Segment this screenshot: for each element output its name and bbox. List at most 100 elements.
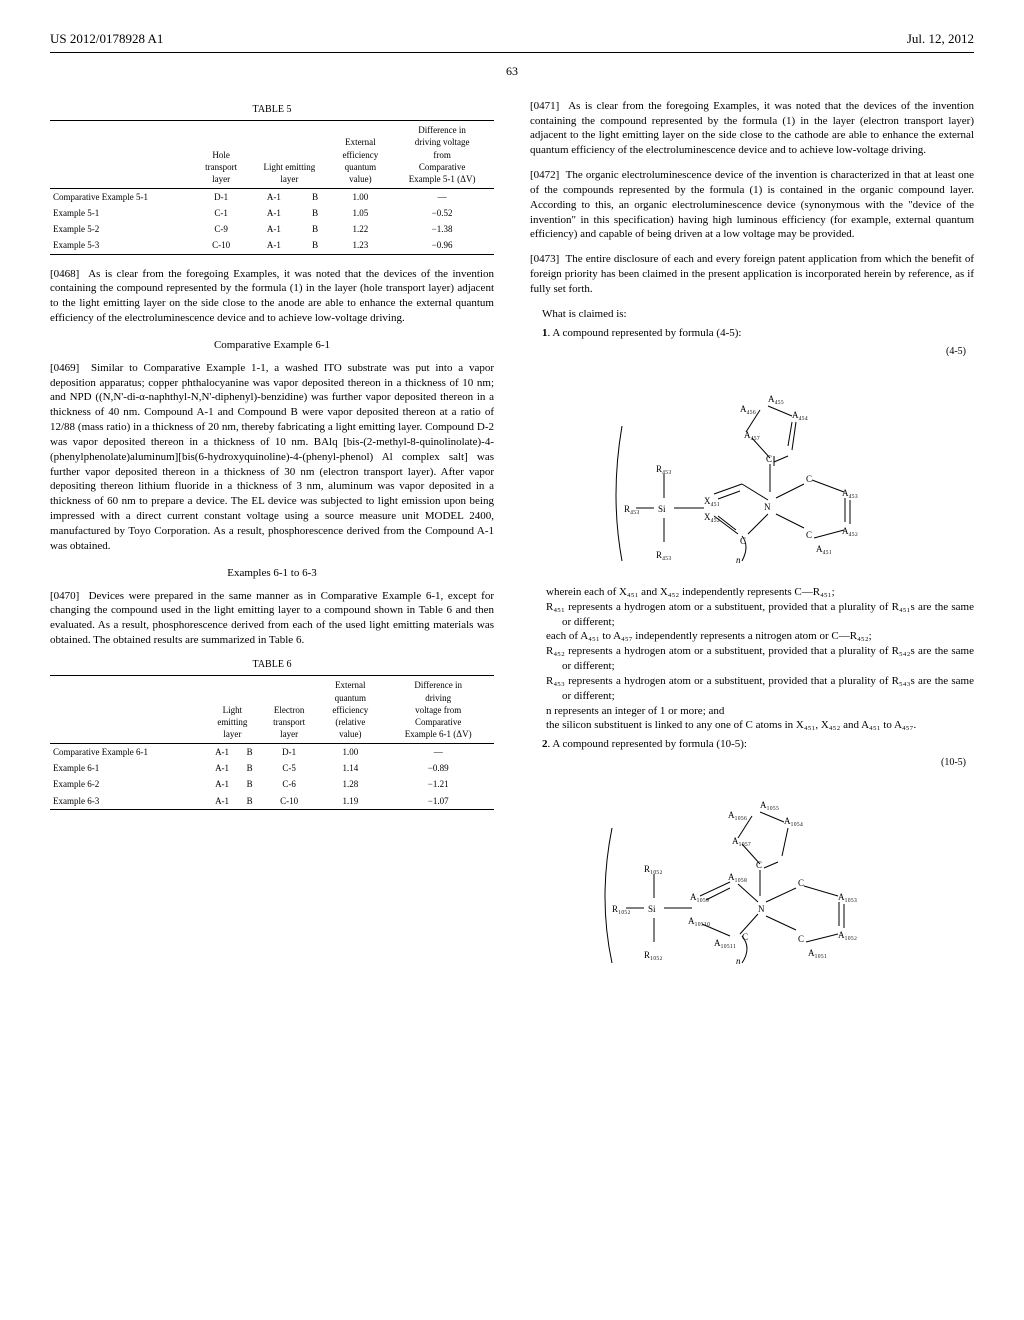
table-cell: B bbox=[239, 760, 260, 776]
claim-2: 2. A compound represented by formula (10… bbox=[530, 737, 974, 752]
para-0471: [0471] As is clear from the foregoing Ex… bbox=[530, 99, 974, 158]
svg-text:R₁₀₅₂: R₁₀₅₂ bbox=[612, 904, 631, 914]
formula-4-5: R₄₅₃ R₄₅₃ R₄₅₃ Si X₄₅₁ X₄₅₂ C N C C A₄₅₃… bbox=[530, 366, 974, 571]
table-cell: B bbox=[239, 744, 260, 761]
svg-text:A₄₅₇: A₄₅₇ bbox=[744, 430, 760, 440]
right-column: [0471] As is clear from the foregoing Ex… bbox=[530, 99, 974, 987]
table-cell: 1.00 bbox=[331, 188, 391, 205]
table-cell: A-1 bbox=[205, 776, 239, 792]
svg-text:C: C bbox=[806, 474, 812, 484]
claim-part: R₄₅₂ represents a hydrogen atom or a sub… bbox=[546, 644, 974, 674]
svg-text:A₁₀₅₇: A₁₀₅₇ bbox=[732, 836, 751, 846]
svg-text:n: n bbox=[736, 956, 741, 966]
svg-text:A₁₀₅₁₁: A₁₀₅₁₁ bbox=[714, 938, 736, 948]
svg-text:A₄₅₃: A₄₅₃ bbox=[842, 488, 858, 498]
table6-title: TABLE 6 bbox=[50, 658, 494, 672]
svg-text:X₄₅₁: X₄₅₁ bbox=[704, 496, 720, 506]
svg-text:C: C bbox=[806, 530, 812, 540]
t5-h4: Difference indriving voltagefromComparat… bbox=[390, 121, 494, 189]
svg-text:C: C bbox=[742, 932, 748, 942]
table-cell: −0.52 bbox=[390, 205, 494, 221]
table-cell: A-1 bbox=[248, 237, 299, 254]
table-cell: C-10 bbox=[194, 237, 248, 254]
svg-text:A₄₅₅: A₄₅₅ bbox=[768, 394, 784, 404]
svg-text:A₁₀₅₂: A₁₀₅₂ bbox=[838, 930, 857, 940]
heading-ex-6-1-3: Examples 6-1 to 6-3 bbox=[50, 566, 494, 581]
table-cell: 1.22 bbox=[331, 221, 391, 237]
svg-text:A₁₀₅₆: A₁₀₅₆ bbox=[728, 810, 747, 820]
header-rule bbox=[50, 52, 974, 53]
svg-text:Si: Si bbox=[648, 904, 656, 914]
para-0470: [0470] Devices were prepared in the same… bbox=[50, 589, 494, 648]
svg-text:A₁₀₅₃: A₁₀₅₃ bbox=[838, 892, 857, 902]
table-cell: −1.38 bbox=[390, 221, 494, 237]
svg-text:R₁₀₅₂: R₁₀₅₂ bbox=[644, 864, 663, 874]
table-cell: A-1 bbox=[205, 744, 239, 761]
formula-10-5-label: (10-5) bbox=[530, 756, 966, 770]
table-cell: Example 5-2 bbox=[50, 221, 194, 237]
t5-h1: Holetransportlayer bbox=[194, 121, 248, 189]
table-cell: −1.21 bbox=[382, 776, 494, 792]
table5: Holetransportlayer Light emittinglayer E… bbox=[50, 120, 494, 254]
claim-part: the silicon substituent is linked to any… bbox=[546, 718, 974, 733]
table5-title: TABLE 5 bbox=[50, 103, 494, 117]
table-cell: Example 6-3 bbox=[50, 793, 205, 810]
table-cell: D-1 bbox=[194, 188, 248, 205]
table-cell: 1.19 bbox=[318, 793, 382, 810]
patent-number: US 2012/0178928 A1 bbox=[50, 30, 163, 48]
table-cell: −0.96 bbox=[390, 237, 494, 254]
svg-text:A₄₅₁: A₄₅₁ bbox=[816, 544, 832, 554]
svg-text:A₄₅₆: A₄₅₆ bbox=[740, 404, 756, 414]
svg-text:C: C bbox=[798, 878, 804, 888]
table-cell: C-9 bbox=[194, 221, 248, 237]
svg-text:R₁₀₅₂: R₁₀₅₂ bbox=[644, 950, 663, 960]
svg-text:R₄₅₃: R₄₅₃ bbox=[656, 550, 671, 560]
heading-comp-6-1: Comparative Example 6-1 bbox=[50, 338, 494, 353]
claim1-wherein: wherein each of X₄₅₁ and X₄₅₂ independen… bbox=[546, 585, 974, 600]
table-cell: — bbox=[382, 744, 494, 761]
table-cell: 1.23 bbox=[331, 237, 391, 254]
table-cell: Example 5-1 bbox=[50, 205, 194, 221]
svg-text:R₄₅₃: R₄₅₃ bbox=[624, 504, 639, 514]
table-cell: Comparative Example 5-1 bbox=[50, 188, 194, 205]
svg-text:C: C bbox=[798, 934, 804, 944]
table-cell: C-10 bbox=[260, 793, 318, 810]
svg-text:Si: Si bbox=[658, 504, 666, 514]
svg-text:n: n bbox=[736, 555, 741, 565]
t6-h1: Lightemittinglayer bbox=[205, 676, 260, 744]
svg-text:C: C bbox=[740, 536, 746, 546]
table-cell: B bbox=[239, 776, 260, 792]
svg-text:A₁₀₅₅: A₁₀₅₅ bbox=[760, 800, 779, 810]
table-cell: B bbox=[239, 793, 260, 810]
para-0468: [0468] As is clear from the foregoing Ex… bbox=[50, 267, 494, 326]
table-cell: A-1 bbox=[205, 793, 239, 810]
para-0473: [0473] The entire disclosure of each and… bbox=[530, 252, 974, 297]
claim-part: n represents an integer of 1 or more; an… bbox=[546, 704, 974, 719]
table-cell: −1.07 bbox=[382, 793, 494, 810]
para-0472: [0472] The organic electroluminescence d… bbox=[530, 168, 974, 242]
left-column: TABLE 5 Holetransportlayer Light emittin… bbox=[50, 99, 494, 987]
t5-h2: Light emittinglayer bbox=[248, 121, 330, 189]
svg-text:A₄₅₂: A₄₅₂ bbox=[842, 526, 858, 536]
svg-text:C: C bbox=[756, 860, 762, 870]
table-cell: B bbox=[300, 237, 331, 254]
claim-part: R₄₅₃ represents a hydrogen atom or a sub… bbox=[546, 674, 974, 704]
table-cell: C-6 bbox=[260, 776, 318, 792]
svg-text:A₁₀₅₁: A₁₀₅₁ bbox=[808, 948, 827, 958]
claim-part: R₄₅₁ represents a hydrogen atom or a sub… bbox=[546, 600, 974, 630]
t5-h3: Externalefficiencyquantumvalue) bbox=[331, 121, 391, 189]
svg-text:A₁₀₅₄: A₁₀₅₄ bbox=[784, 816, 803, 826]
para-0469: [0469] Similar to Comparative Example 1-… bbox=[50, 361, 494, 554]
table-cell: A-1 bbox=[248, 188, 299, 205]
page-number: 63 bbox=[50, 63, 974, 79]
formula-10-5: R₁₀₅₂ R₁₀₅₂ R₁₀₅₂ Si A₁₀₅₉ A₁₀₅₁₀ A₁₀₅₁₁… bbox=[530, 778, 974, 973]
svg-text:A₁₀₅₈: A₁₀₅₈ bbox=[728, 872, 747, 882]
table-cell: Example 6-1 bbox=[50, 760, 205, 776]
table-cell: — bbox=[390, 188, 494, 205]
svg-text:N: N bbox=[764, 502, 771, 512]
table-cell: D-1 bbox=[260, 744, 318, 761]
table-cell: Example 6-2 bbox=[50, 776, 205, 792]
table-cell: B bbox=[300, 205, 331, 221]
table-cell: Comparative Example 6-1 bbox=[50, 744, 205, 761]
table-cell: A-1 bbox=[248, 205, 299, 221]
